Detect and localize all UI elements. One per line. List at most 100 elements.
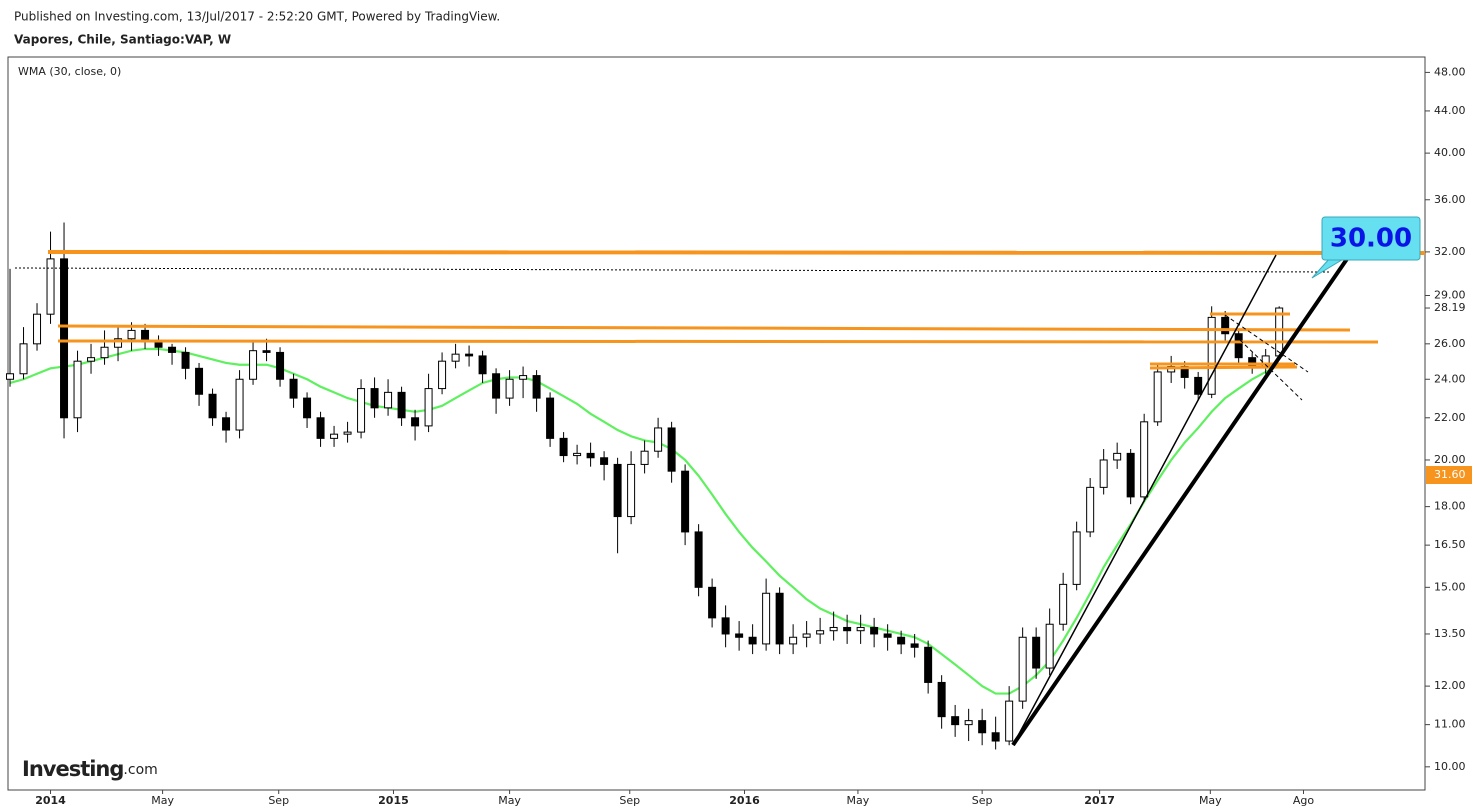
candle-body [222, 417, 231, 431]
candle-body [73, 360, 82, 419]
candle-body [1140, 421, 1149, 498]
candle-body [181, 351, 190, 369]
candle-body [573, 452, 582, 457]
candle-body [1032, 636, 1041, 669]
callout-text: 30.00 [1330, 224, 1412, 254]
candle-body [843, 626, 852, 632]
candle-body [991, 732, 1000, 742]
y-tick-label: 12.00 [1434, 679, 1466, 692]
candle-body [33, 313, 42, 345]
candle-body [424, 388, 433, 427]
logo: Investing.com [22, 757, 158, 781]
symbol-title: Vapores, Chile, Santiago:VAP, W [14, 33, 231, 47]
candle-body [964, 720, 973, 726]
candle-body [937, 681, 946, 718]
channel-line [1239, 339, 1303, 401]
candle-body [613, 463, 622, 518]
candle-body [1113, 452, 1122, 461]
candle-body [87, 357, 96, 362]
candle-body [870, 626, 879, 635]
x-tick-label: May [498, 794, 521, 807]
candle-body [735, 633, 744, 638]
y-tick-label: 22.00 [1434, 411, 1466, 424]
trend-line [1012, 254, 1277, 746]
candle-body [1126, 452, 1135, 498]
candle-body [546, 397, 555, 439]
candle-body [235, 378, 244, 431]
candle-body [127, 329, 136, 340]
y-tick-label: 32.00 [1434, 245, 1466, 258]
candle-body [708, 586, 717, 619]
candle-body [289, 378, 298, 399]
dotted-level [14, 267, 1331, 273]
candle-body [1005, 700, 1014, 742]
candle-body [411, 417, 420, 427]
candle-body [330, 433, 339, 439]
y-tick-label: 36.00 [1434, 193, 1466, 206]
candle-body [478, 355, 487, 375]
drawings: 30.00 [14, 216, 1426, 747]
y-tick-label: 16.50 [1434, 538, 1466, 551]
price-badge [1426, 466, 1472, 484]
logo-suffix: .com [123, 762, 157, 778]
candle-body [681, 470, 690, 533]
trend-line [1011, 238, 1362, 747]
y-tick-label: 40.00 [1434, 146, 1466, 159]
candle-body [141, 329, 150, 341]
candle-body [856, 626, 865, 632]
candle-body [438, 360, 447, 390]
candle-body [748, 636, 757, 645]
candle-body [370, 388, 379, 409]
candle-body [262, 350, 271, 353]
candle-body [829, 626, 838, 632]
candle-body [384, 391, 393, 409]
x-tick-label: 2015 [378, 794, 409, 807]
candle-body [19, 343, 28, 375]
candle-body [114, 338, 123, 348]
marks [6, 222, 1284, 750]
price-badge-label: 31.60 [1434, 468, 1466, 481]
candle-body [721, 617, 730, 635]
candle-body [343, 431, 352, 435]
candle-body [883, 633, 892, 638]
candle-body [100, 346, 109, 359]
candle-body [897, 636, 906, 645]
candle-body [802, 633, 811, 638]
candle-body [1194, 376, 1203, 395]
candle-body [1072, 531, 1081, 585]
candle-body [694, 531, 703, 588]
candle-body [505, 378, 514, 399]
y-tick-label: 44.00 [1434, 104, 1466, 117]
logo-name: Investing [22, 757, 123, 781]
candle-body [654, 427, 663, 452]
candle-body [775, 592, 784, 645]
candle-body [303, 397, 312, 419]
resistance-line [47, 250, 1426, 255]
level-line [57, 324, 1351, 332]
candle-body [532, 375, 541, 399]
candle-body [1221, 316, 1230, 335]
x-tick-label: 2016 [729, 794, 760, 807]
candle-body [762, 592, 771, 645]
y-tick-label: 15.00 [1434, 580, 1466, 593]
candle-body [249, 350, 258, 380]
x-tick-label: 2014 [35, 794, 66, 807]
x-tick-label: Sep [619, 794, 640, 807]
plot-frame [7, 56, 1426, 791]
candle-body [60, 258, 69, 419]
candle-body [492, 373, 501, 399]
y-tick-label: 13.50 [1434, 627, 1466, 640]
candle-body [1153, 371, 1162, 423]
candle-body [6, 373, 15, 380]
candle-body [168, 346, 177, 353]
candle-body [924, 646, 933, 683]
x-tick-label: Sep [972, 794, 993, 807]
channel-line [1224, 314, 1309, 373]
candle-body [910, 643, 919, 648]
y-tick-label: 48.00 [1434, 65, 1466, 78]
candle-body [559, 437, 568, 457]
candle-body [357, 388, 366, 433]
y-tick-label: 26.00 [1434, 337, 1466, 350]
